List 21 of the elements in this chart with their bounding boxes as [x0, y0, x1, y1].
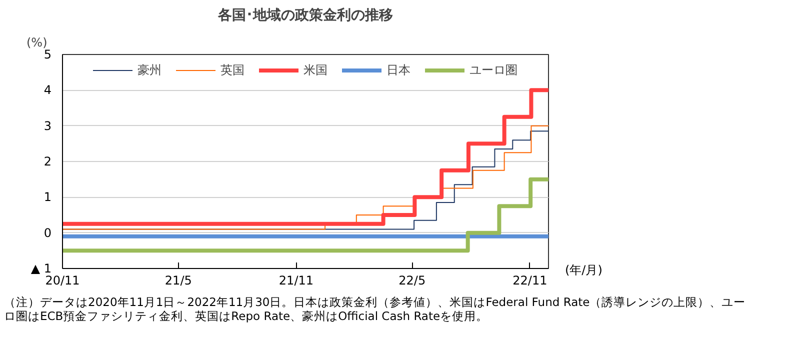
x-tick-label: 21/5 — [164, 274, 192, 288]
legend-label: 英国 — [220, 62, 244, 78]
chart-title: 各国･地域の政策金利の推移 — [217, 8, 393, 24]
y-tick-label: 2 — [44, 154, 52, 168]
x-axis-title: (年/月) — [565, 262, 602, 279]
legend-label: 豪州 — [138, 62, 162, 78]
legend-label: 米国 — [304, 62, 328, 78]
x-tick-label: 22/5 — [398, 274, 426, 288]
y-tick-label: 1 — [44, 190, 52, 204]
legend-label: 日本 — [386, 62, 410, 78]
y-tick-label: 3 — [44, 118, 52, 133]
x-tick-label: 20/11 — [45, 274, 80, 288]
y-tick-label: 5 — [44, 48, 52, 62]
legend-label: ユーロ圏 — [470, 62, 518, 78]
y-tick-label: 4 — [44, 83, 52, 98]
x-tick-label: 21/11 — [278, 274, 314, 288]
x-tick-label: 22/11 — [512, 274, 548, 288]
y-axis-title: (%) — [26, 36, 48, 50]
y-tick-label: 0 — [44, 226, 52, 240]
y-tick-label: ▲ 1 — [30, 262, 52, 276]
text: （注）データは2020年11月1日～2022年11月30日。日本は政策金利（参考値）、米国はFederal Fund Rate（誘導レンジの上限）、ユーロ圏はECB預金ファシリティ金利、英国はRepo Rate、豪州はOfficial Cash Rateを使用。 — [4, 295, 747, 324]
